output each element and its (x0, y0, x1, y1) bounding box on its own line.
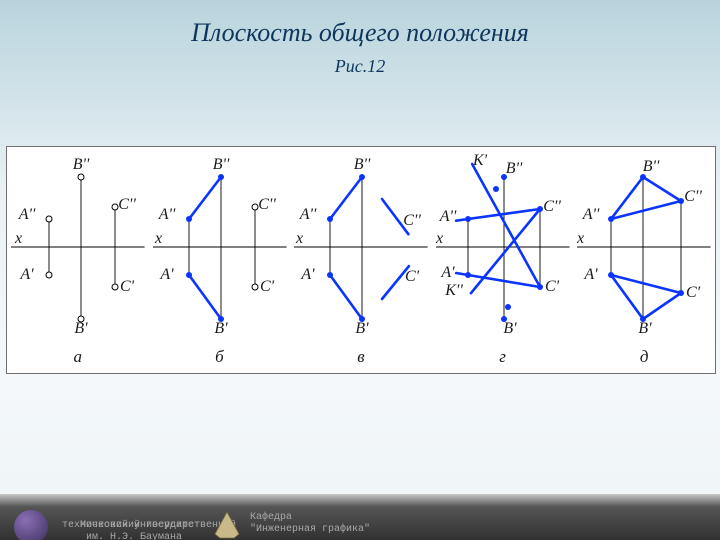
footer: Московский государственный технический у… (0, 494, 720, 540)
svg-text:A'': A'' (582, 206, 600, 223)
svg-text:x: x (154, 230, 162, 247)
svg-text:A': A' (159, 266, 174, 283)
diagram-cell: x A'' A' B'' B' C'' C' д (573, 147, 715, 373)
svg-text:A': A' (301, 266, 316, 283)
diagram-cell: x A'' A' B'' B' C'' C' б (149, 147, 291, 373)
svg-text:x: x (435, 230, 443, 247)
university-crest-icon (14, 510, 48, 540)
cell-caption: д (573, 347, 715, 367)
svg-text:C'': C'' (118, 196, 136, 213)
figure-caption: Рис.12 (0, 56, 720, 77)
svg-text:C': C' (405, 268, 420, 285)
cell-caption: б (149, 347, 291, 367)
svg-text:B'': B'' (505, 160, 522, 177)
svg-text:B': B' (214, 320, 228, 337)
svg-text:B': B' (74, 320, 88, 337)
page-title: Плоскость общего положения (0, 18, 720, 48)
cell-svg: x A'' A' B'' B' C'' C' (290, 147, 432, 347)
svg-text:B'': B'' (354, 156, 371, 173)
cell-caption: в (290, 347, 432, 367)
svg-text:A': A' (584, 266, 599, 283)
diagram-panel: x A'' A' B'' B' C'' C' а x A'' A' B'' B' C'' C' б x A'' A'… (6, 146, 716, 374)
svg-text:B'': B'' (212, 156, 229, 173)
svg-text:x: x (14, 230, 22, 247)
cell-svg: x A'' A' B'' B' C'' C' (149, 147, 291, 347)
cell-svg: x A'' A' B'' B' C'' C' (573, 147, 715, 347)
footer-dept-1: Кафедра (250, 512, 292, 524)
svg-text:B'': B'' (73, 156, 90, 173)
svg-text:C': C' (260, 278, 275, 295)
svg-text:A': A' (440, 264, 455, 281)
svg-text:x: x (576, 230, 584, 247)
svg-text:C': C' (686, 284, 701, 301)
cell-svg: x A'' A' B'' B' C'' C' K' K'' (432, 147, 574, 347)
cell-caption: а (7, 347, 149, 367)
svg-text:K': K' (472, 152, 488, 169)
svg-text:A'': A'' (157, 206, 175, 223)
svg-text:A'': A'' (438, 208, 456, 225)
svg-text:C': C' (545, 278, 560, 295)
diagram-cell: x A'' A' B'' B' C'' C' K' K'' г (432, 147, 574, 373)
svg-text:A'': A'' (18, 206, 36, 223)
svg-text:B': B' (639, 320, 653, 337)
diagram-cell: x A'' A' B'' B' C'' C' а (7, 147, 149, 373)
svg-text:C'': C'' (685, 188, 703, 205)
svg-text:A': A' (19, 266, 34, 283)
svg-text:C'': C'' (543, 198, 561, 215)
footer-university-2: технический университет (62, 520, 200, 532)
svg-text:x: x (295, 230, 303, 247)
svg-text:C'': C'' (258, 196, 276, 213)
ship-icon (212, 508, 242, 540)
footer-university-3: им. Н.Э. Баумана (86, 532, 182, 540)
svg-text:A'': A'' (299, 206, 317, 223)
cell-svg: x A'' A' B'' B' C'' C' (7, 147, 149, 347)
svg-text:B': B' (503, 320, 517, 337)
footer-dept-2: "Инженерная графика" (250, 524, 370, 536)
svg-text:C': C' (120, 278, 135, 295)
cell-caption: г (432, 347, 574, 367)
diagram-cell: x A'' A' B'' B' C'' C' в (290, 147, 432, 373)
svg-text:B': B' (356, 320, 370, 337)
svg-text:K'': K'' (444, 282, 463, 299)
svg-text:C'': C'' (403, 212, 421, 229)
svg-text:B'': B'' (643, 158, 660, 175)
